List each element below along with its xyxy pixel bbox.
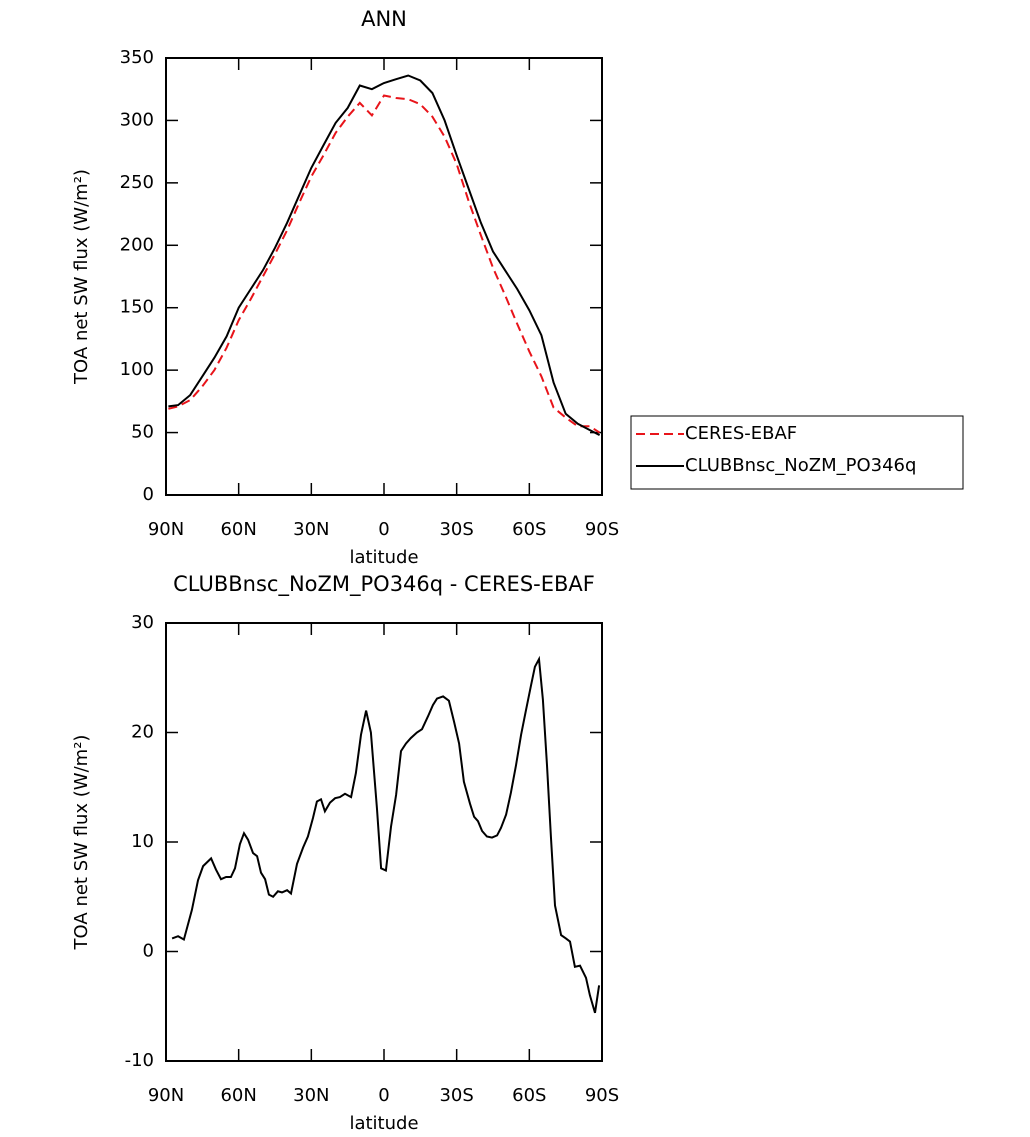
y-tick-label: 350 bbox=[120, 47, 154, 68]
y-tick-label: -10 bbox=[125, 1050, 154, 1071]
plot-frame bbox=[165, 622, 603, 1062]
chart-title: CLUBBnsc_NoZM_PO346q - CERES-EBAF bbox=[173, 572, 595, 597]
x-tick-label: 30S bbox=[439, 1085, 473, 1106]
x-tick-label: 90N bbox=[148, 1085, 184, 1106]
x-tick-label: 60S bbox=[512, 1085, 546, 1106]
y-tick-label: 10 bbox=[131, 831, 154, 852]
x-tick-label: 60S bbox=[512, 519, 546, 540]
x-tick-label: 0 bbox=[378, 1085, 389, 1106]
chart-title: ANN bbox=[361, 7, 407, 31]
y-axis-label: TOA net SW flux (W/m²) bbox=[71, 169, 92, 385]
x-tick-label: 90S bbox=[585, 1085, 619, 1106]
x-tick-label: 30S bbox=[439, 519, 473, 540]
x-tick-label: 90S bbox=[585, 519, 619, 540]
x-tick-label: 30N bbox=[293, 1085, 329, 1106]
data-line bbox=[171, 655, 601, 1014]
y-tick-label: 0 bbox=[143, 484, 154, 505]
y-axis-label: TOA net SW flux (W/m²) bbox=[71, 735, 92, 951]
y-tick-label: 30 bbox=[131, 612, 154, 633]
plot-frame bbox=[165, 57, 603, 496]
y-tick-label: 50 bbox=[131, 422, 154, 443]
legend-label: CERES-EBAF bbox=[685, 423, 797, 444]
y-tick-label: 250 bbox=[120, 172, 154, 193]
data-line bbox=[168, 94, 601, 434]
x-axis-label: latitude bbox=[349, 547, 418, 568]
y-tick-label: 100 bbox=[120, 359, 154, 380]
x-tick-label: 0 bbox=[378, 519, 389, 540]
y-tick-label: 150 bbox=[120, 297, 154, 318]
x-tick-label: 30N bbox=[293, 519, 329, 540]
y-tick-label: 0 bbox=[143, 941, 154, 962]
x-tick-label: 60N bbox=[220, 1085, 256, 1106]
legend-box bbox=[630, 415, 964, 490]
data-line bbox=[168, 74, 601, 436]
x-axis-label: latitude bbox=[349, 1113, 418, 1134]
y-tick-label: 20 bbox=[131, 722, 154, 743]
x-tick-label: 90N bbox=[148, 519, 184, 540]
y-tick-label: 200 bbox=[120, 234, 154, 255]
x-tick-label: 60N bbox=[220, 519, 256, 540]
legend-label: CLUBBnsc_NoZM_PO346q bbox=[685, 455, 916, 476]
y-tick-label: 300 bbox=[120, 109, 154, 130]
